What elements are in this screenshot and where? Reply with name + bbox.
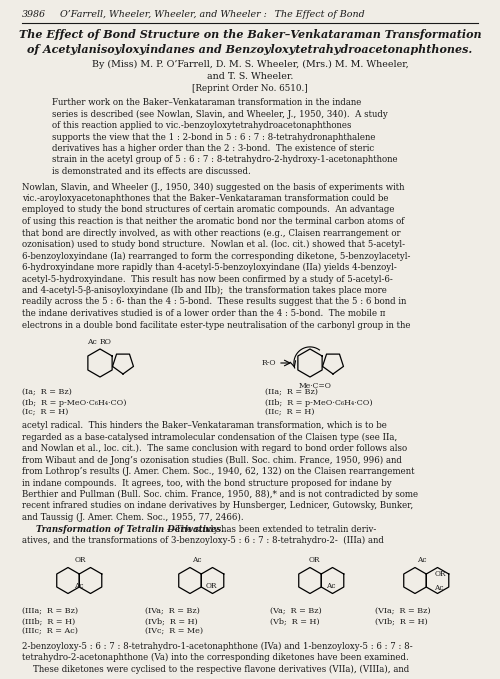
Text: (Vb;  R = H): (Vb; R = H) (270, 617, 320, 625)
Text: the indane derivatives studied is of a lower order than the 4 : 5-bond.  The mob: the indane derivatives studied is of a l… (22, 309, 386, 318)
Text: (Ia;  R = Bz): (Ia; R = Bz) (22, 389, 72, 397)
Text: of Acetylanisoyloxyindanes and Benzoyloxytetrahydroacetonaphthones.: of Acetylanisoyloxyindanes and Benzoylox… (28, 44, 472, 55)
Text: series is described (see Nowlan, Slavin, and Wheeler, J., 1950, 340).  A study: series is described (see Nowlan, Slavin,… (52, 109, 388, 119)
Text: in indane compounds.  It agrees, too, with the bond structure proposed for indan: in indane compounds. It agrees, too, wit… (22, 479, 392, 488)
Text: Ac: Ac (417, 557, 426, 564)
Text: (IIc;  R = H): (IIc; R = H) (265, 409, 314, 417)
Text: (IIIb;  R = H): (IIIb; R = H) (22, 617, 75, 625)
Text: OR: OR (434, 570, 446, 578)
Text: (IIa;  R = Bz): (IIa; R = Bz) (265, 389, 318, 397)
Text: [Reprint Order No. 6510.]: [Reprint Order No. 6510.] (192, 84, 308, 93)
Text: vic.-aroyloxyacetonaphthones that the Baker–Venkataraman transformation could be: vic.-aroyloxyacetonaphthones that the Ba… (22, 194, 388, 203)
Text: is demonstrated and its effects are discussed.: is demonstrated and its effects are disc… (52, 167, 251, 176)
Text: recent infrared studies on indane derivatives by Hunsberger, Lednicer, Gutowsky,: recent infrared studies on indane deriva… (22, 502, 413, 511)
Text: and Nowlan et al., loc. cit.).  The same conclusion with regard to bond order fo: and Nowlan et al., loc. cit.). The same … (22, 444, 407, 453)
Text: 6-hydroxyindane more rapidly than 4-acetyl-5-benzoyloxyindane (IIa) yields 4-ben: 6-hydroxyindane more rapidly than 4-acet… (22, 263, 397, 272)
Text: —The study has been extended to tetralin deriv-: —The study has been extended to tetralin… (166, 524, 376, 534)
Text: that bond are directly involved, as with other reactions (e.g., Claisen rearrang: that bond are directly involved, as with… (22, 229, 400, 238)
Text: of this reaction applied to vic.-benzoyloxytetrahydroacetonaphthones: of this reaction applied to vic.-benzoyl… (52, 121, 352, 130)
Text: The Effect of Bond Structure on the Baker–Venkataraman Transformation: The Effect of Bond Structure on the Bake… (18, 29, 481, 40)
Text: tetrahydro-2-acetonaphthone (Va) into the corresponding diketones have been exam: tetrahydro-2-acetonaphthone (Va) into th… (22, 653, 409, 662)
Text: Nowlan, Slavin, and Wheeler (J., 1950, 340) suggested on the basis of experiment: Nowlan, Slavin, and Wheeler (J., 1950, 3… (22, 183, 404, 191)
Text: supports the view that the 1 : 2-bond in 5 : 6 : 7 : 8-tetrahydronaphthalene: supports the view that the 1 : 2-bond in… (52, 132, 376, 141)
Text: (IIb;  R = p-MeO·C₆H₄·CO): (IIb; R = p-MeO·C₆H₄·CO) (265, 399, 372, 407)
Text: Further work on the Baker–Venkataraman transformation in the indane: Further work on the Baker–Venkataraman t… (52, 98, 362, 107)
Text: (IVa;  R = Bz): (IVa; R = Bz) (145, 608, 200, 615)
Text: 6-benzoyloxyindane (Ia) rearranged to form the corresponding diketone, 5-benzoyl: 6-benzoyloxyindane (Ia) rearranged to fo… (22, 251, 410, 261)
Text: from Wibaut and de Jong’s ozonisation studies (Bull. Soc. chim. France, 1950, 99: from Wibaut and de Jong’s ozonisation st… (22, 456, 402, 464)
Text: Ac: Ac (434, 583, 444, 591)
Text: OR: OR (206, 583, 217, 591)
Text: OR: OR (74, 557, 86, 564)
Text: Me·C=O: Me·C=O (298, 382, 332, 390)
Text: and T. S. Wheeler.: and T. S. Wheeler. (207, 72, 293, 81)
Text: (IVc;  R = Me): (IVc; R = Me) (145, 627, 203, 636)
Text: atives, and the transformations of 3-benzoyloxy-5 : 6 : 7 : 8-tetrahydro-2-  (II: atives, and the transformations of 3-ben… (22, 536, 384, 545)
Text: (Ib;  R = p-MeO·C₆H₄·CO): (Ib; R = p-MeO·C₆H₄·CO) (22, 399, 127, 407)
Text: of using this reaction is that neither the aromatic bond nor the terminal carbon: of using this reaction is that neither t… (22, 217, 404, 226)
Text: acetyl-5-hydroxyindane.  This result has now been confirmed by a study of 5-acet: acetyl-5-hydroxyindane. This result has … (22, 274, 393, 284)
Text: derivatives has a higher order than the 2 : 3-bond.  The existence of steric: derivatives has a higher order than the … (52, 144, 374, 153)
Text: Ac: Ac (74, 583, 84, 591)
Text: 2-benzoyloxy-5 : 6 : 7 : 8-tetrahydro-1-acetonaphthone (IVa) and 1-benzoyloxy-5 : 2-benzoyloxy-5 : 6 : 7 : 8-tetrahydro-1-… (22, 642, 412, 650)
Text: (Ic;  R = H): (Ic; R = H) (22, 409, 68, 417)
Text: and 4-acetyl-5-β-anisoyloxyindane (Ib and IIb);  the transformation takes place : and 4-acetyl-5-β-anisoyloxyindane (Ib an… (22, 286, 387, 295)
Text: ozonisation) used to study bond structure.  Nowlan et al. (loc. cit.) showed tha: ozonisation) used to study bond structur… (22, 240, 405, 249)
Text: By (Miss) M. P. O’Farrell, D. M. S. Wheeler, (Mrs.) M. M. Wheeler,: By (Miss) M. P. O’Farrell, D. M. S. Whee… (92, 60, 408, 69)
Text: readily across the 5 : 6- than the 4 : 5-bond.  These results suggest that the 5: readily across the 5 : 6- than the 4 : 5… (22, 297, 406, 306)
Text: These diketones were cyclised to the respective flavone derivatives (VIIa), (VII: These diketones were cyclised to the res… (22, 665, 409, 674)
Text: acetyl radical.  This hinders the Baker–Venkataraman transformation, which is to: acetyl radical. This hinders the Baker–V… (22, 421, 387, 430)
Text: strain in the acetyl group of 5 : 6 : 7 : 8-tetrahydro-2-hydroxy-1-acetonaphthon: strain in the acetyl group of 5 : 6 : 7 … (52, 155, 398, 164)
Text: (IIIa;  R = Bz): (IIIa; R = Bz) (22, 608, 78, 615)
Text: 3986: 3986 (22, 10, 46, 19)
Text: (IIIc;  R = Ac): (IIIc; R = Ac) (22, 627, 78, 636)
Text: OR: OR (308, 557, 320, 564)
Text: (IVb;  R = H): (IVb; R = H) (145, 617, 198, 625)
Text: Ac: Ac (326, 583, 335, 591)
Text: Berthier and Pullman (Bull. Soc. chim. France, 1950, 88),* and is not contradict: Berthier and Pullman (Bull. Soc. chim. F… (22, 490, 418, 499)
Text: RO: RO (100, 338, 112, 346)
Text: regarded as a base-catalysed intramolecular condensation of the Claisen type (se: regarded as a base-catalysed intramolecu… (22, 433, 397, 441)
Text: (Va;  R = Bz): (Va; R = Bz) (270, 608, 322, 615)
Text: (VIb;  R = H): (VIb; R = H) (375, 617, 428, 625)
Text: employed to study the bond structures of certain aromatic compounds.  An advanta: employed to study the bond structures of… (22, 206, 394, 215)
Text: from Lothrop’s results (J. Amer. Chem. Soc., 1940, 62, 132) on the Claisen rearr: from Lothrop’s results (J. Amer. Chem. S… (22, 467, 414, 476)
Text: Transformation of Tetralin Derivatives.: Transformation of Tetralin Derivatives. (36, 524, 224, 534)
Text: Ac: Ac (87, 338, 97, 346)
Text: R-O: R-O (262, 359, 276, 367)
Text: (VIa;  R = Bz): (VIa; R = Bz) (375, 608, 430, 615)
Text: and Taussig (J. Amer. Chem. Soc., 1955, 77, 2466).: and Taussig (J. Amer. Chem. Soc., 1955, … (22, 513, 244, 522)
Text: electrons in a double bond facilitate ester-type neutralisation of the carbonyl : electrons in a double bond facilitate es… (22, 320, 410, 329)
Text: O’Farrell, Wheeler, Wheeler, and Wheeler :  The Effect of Bond: O’Farrell, Wheeler, Wheeler, and Wheeler… (60, 10, 365, 19)
Text: Ac: Ac (192, 557, 201, 564)
